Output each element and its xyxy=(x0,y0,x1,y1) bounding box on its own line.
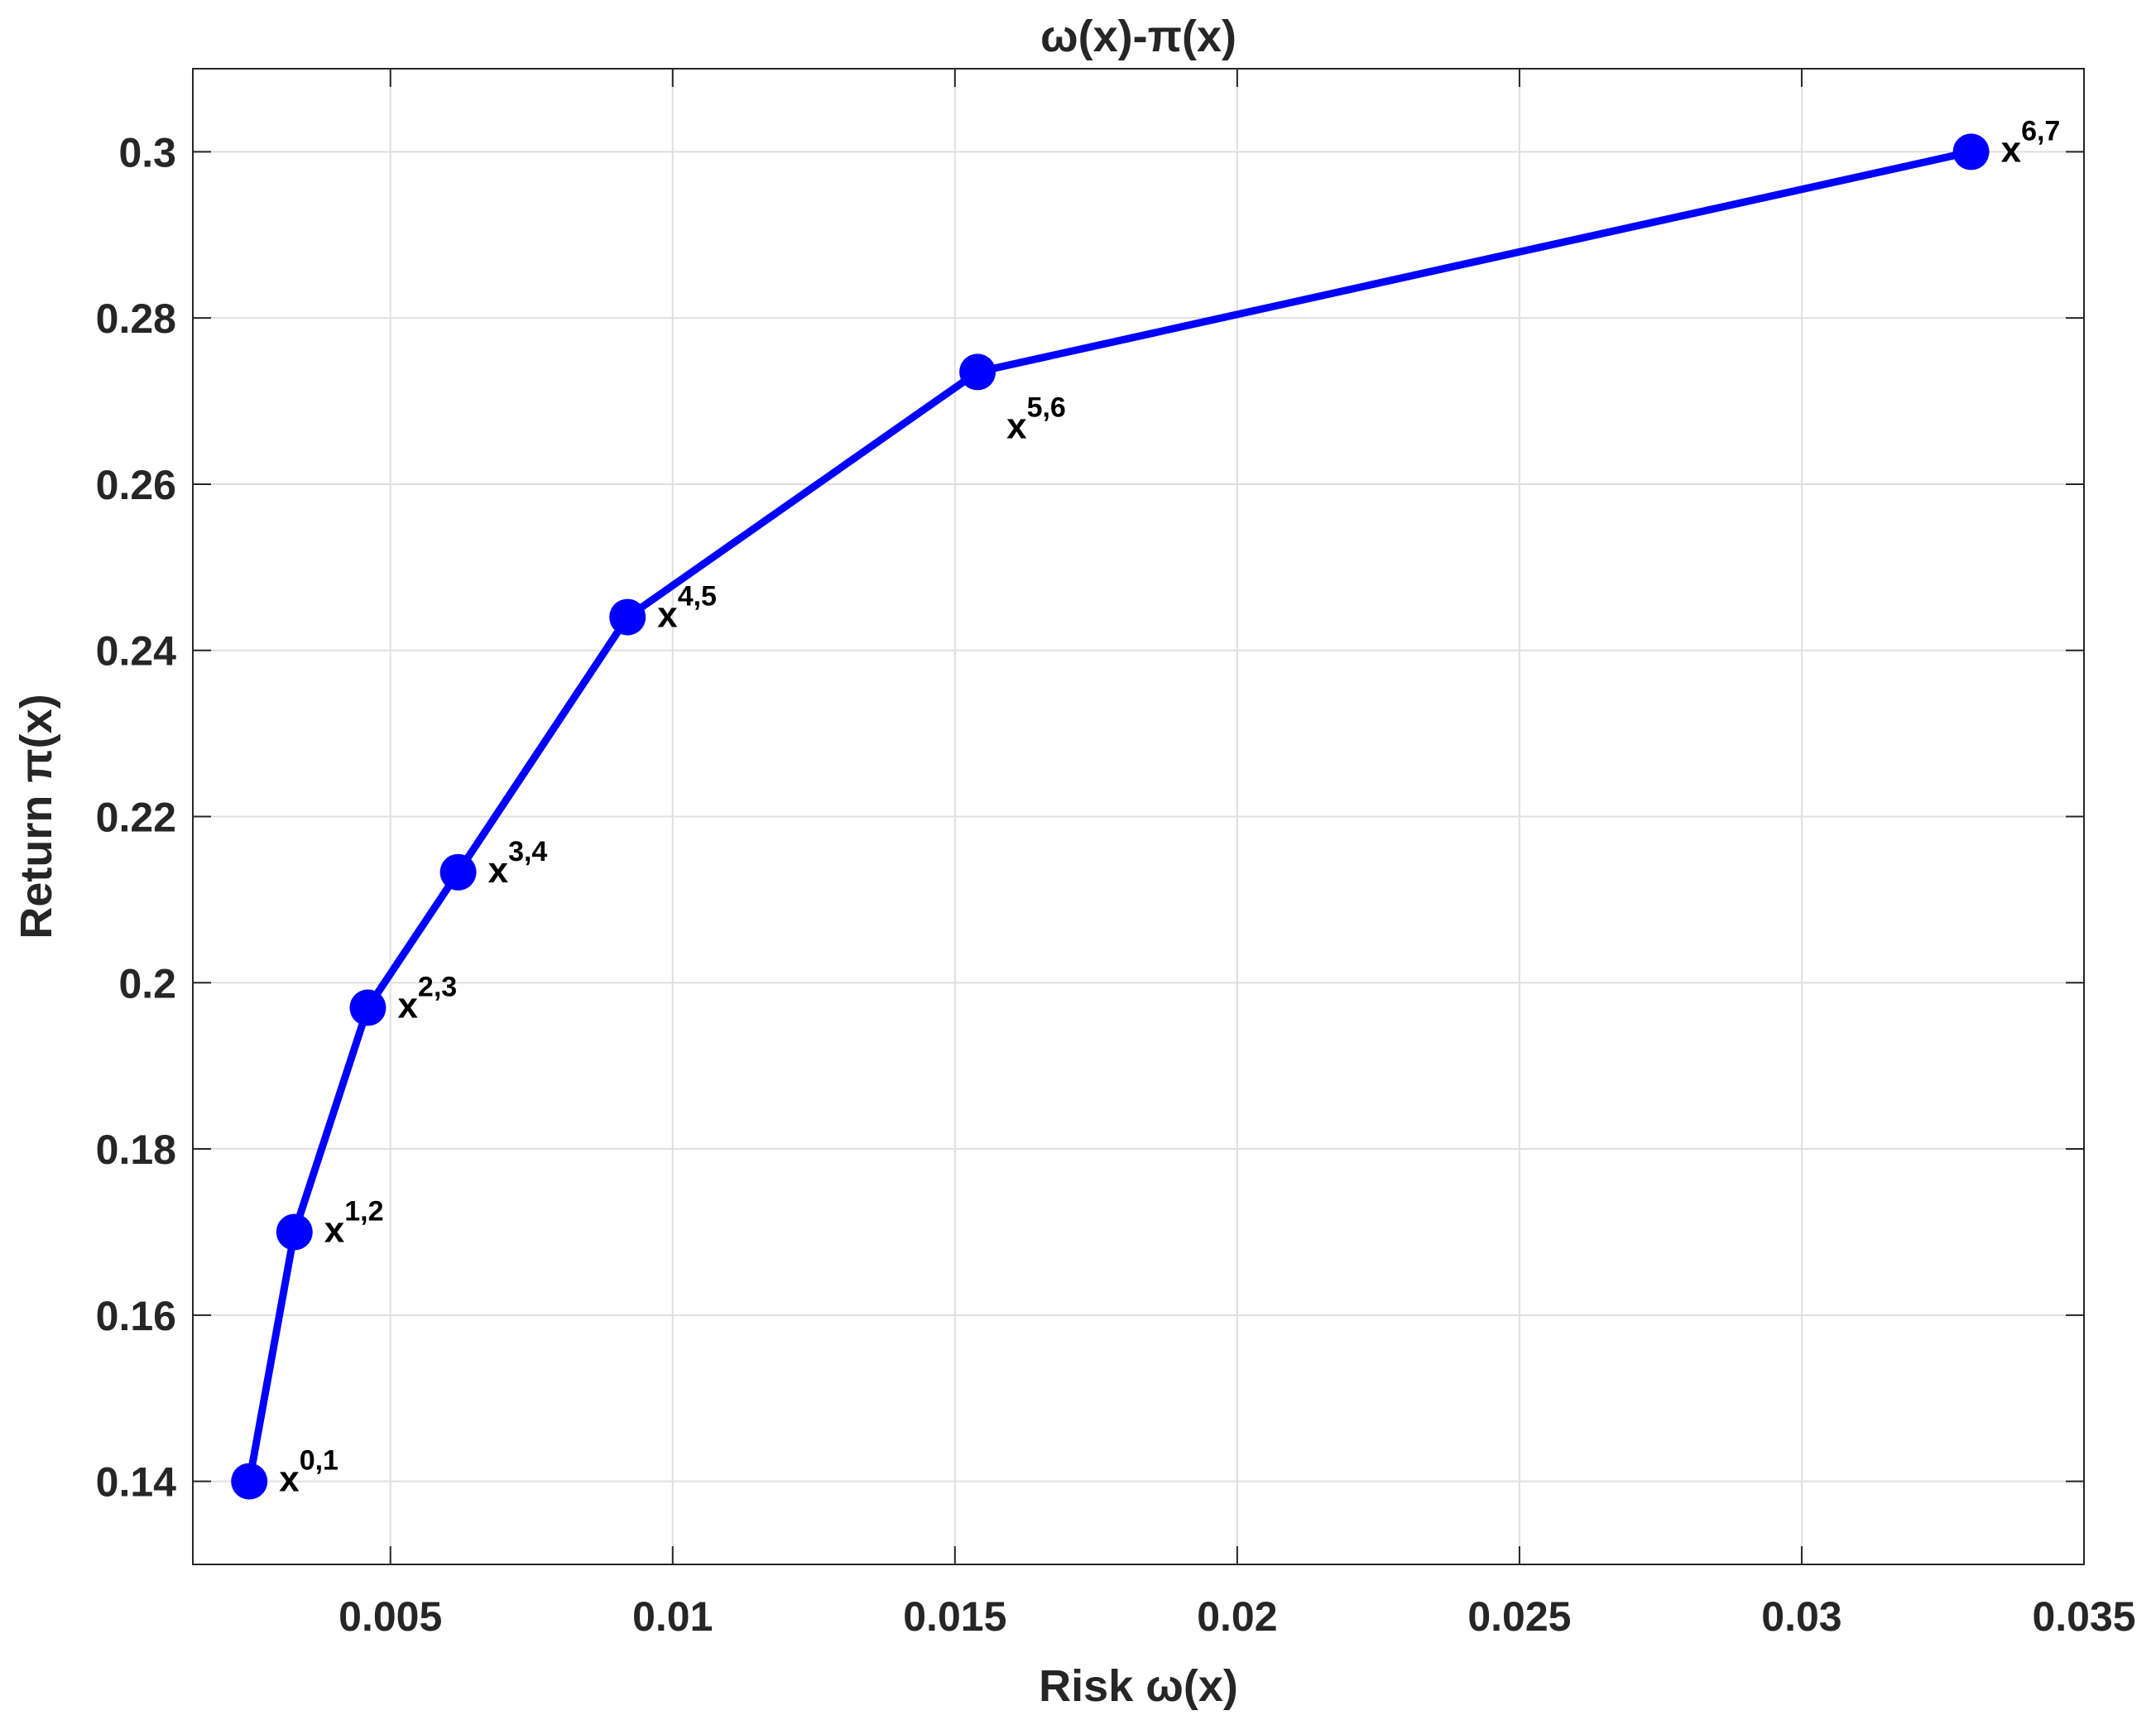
y-tick-label: 0.28 xyxy=(96,296,176,342)
x-axis-title: Risk ω(x) xyxy=(1039,1661,1238,1711)
point-label: x4,5 xyxy=(657,581,717,636)
data-series: x0,1 x1,2 x2,3 x3,4 x4,5 x5,6 x6,7 xyxy=(231,115,2061,1500)
grid xyxy=(193,69,2085,1564)
y-tick-label: 0.24 xyxy=(96,628,177,675)
y-axis-title: Return π(x) xyxy=(12,694,61,939)
data-point xyxy=(959,353,996,391)
data-point xyxy=(609,598,646,636)
x-tick-label: 0.02 xyxy=(1197,1593,1277,1640)
y-tick-label: 0.18 xyxy=(96,1127,176,1173)
y-tick-label: 0.26 xyxy=(96,462,176,508)
point-label: x6,7 xyxy=(2001,115,2061,170)
y-tick-label: 0.14 xyxy=(96,1459,177,1506)
point-label: x3,4 xyxy=(488,836,548,891)
x-tick-label: 0.015 xyxy=(903,1593,1006,1640)
y-tick-label: 0.3 xyxy=(118,129,176,175)
point-label: x5,6 xyxy=(1006,392,1066,446)
x-tick-label: 0.005 xyxy=(339,1593,442,1640)
x-tick-label: 0.035 xyxy=(2032,1593,2135,1640)
point-label: x2,3 xyxy=(397,971,457,1026)
data-point xyxy=(1952,133,1990,171)
data-point xyxy=(276,1213,313,1251)
data-point xyxy=(439,853,477,891)
data-point xyxy=(231,1463,268,1500)
x-tick-label: 0.025 xyxy=(1467,1593,1571,1640)
x-tick-label: 0.03 xyxy=(1761,1593,1841,1640)
data-point xyxy=(349,989,387,1026)
y-tick-label: 0.16 xyxy=(96,1293,176,1339)
y-tick-label: 0.2 xyxy=(118,960,176,1007)
ticks: 0.005 0.01 0.015 0.02 0.025 0.03 0.035 0.14 0.16… xyxy=(96,69,2136,1640)
x-tick-label: 0.01 xyxy=(632,1593,713,1640)
point-label: x1,2 xyxy=(324,1195,384,1250)
point-label: x0,1 xyxy=(279,1445,339,1500)
y-tick-label: 0.22 xyxy=(96,795,176,841)
chart-title: ω(x)-π(x) xyxy=(1040,12,1236,61)
